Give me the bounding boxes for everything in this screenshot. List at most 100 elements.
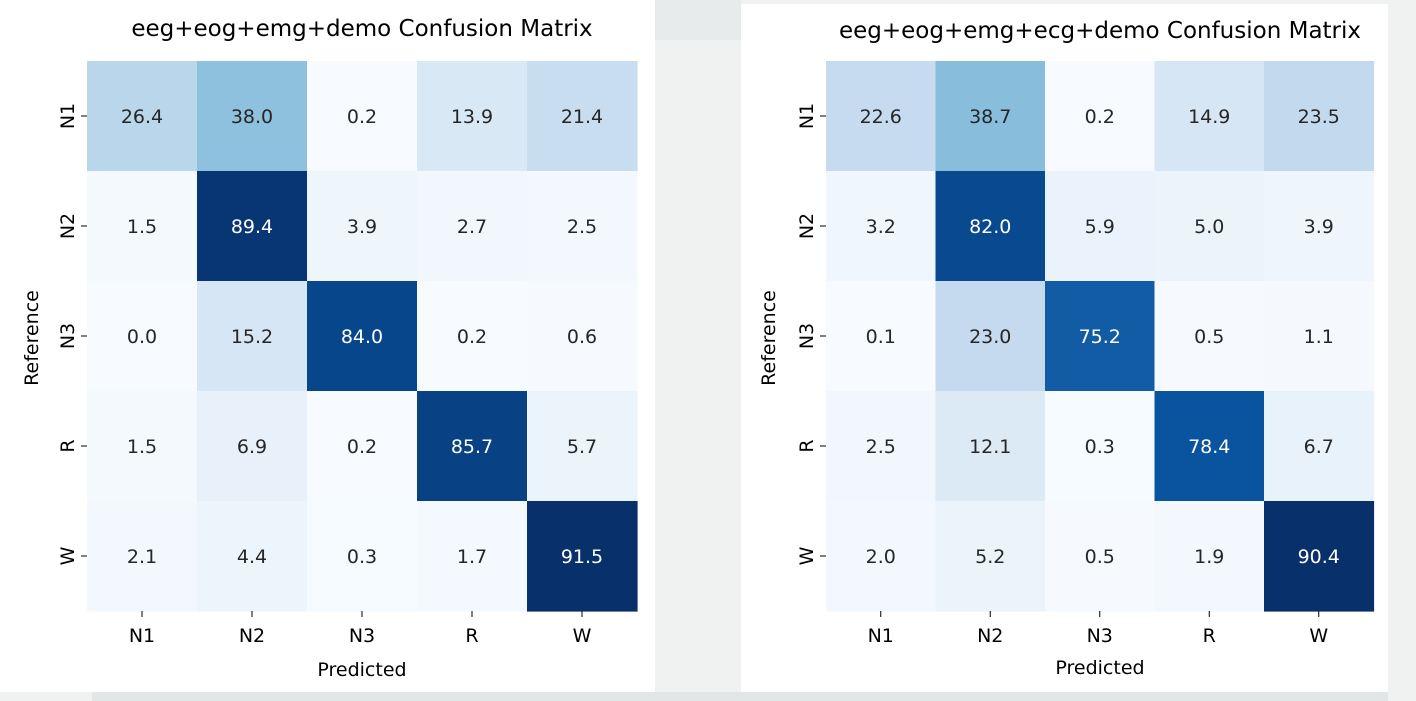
cell-value-label: 1.5 [127,216,157,238]
x-tick-label: N3 [1087,625,1113,647]
heatmap-cell [1154,501,1265,612]
chart-title: eeg+eog+emg+ecg+demo Confusion Matrix [839,18,1361,44]
x-tick-label: N3 [349,625,375,647]
heatmap-cell [1045,391,1156,502]
cell-value-label: 23.5 [1298,106,1340,128]
heatmap-cell [1264,171,1375,282]
x-axis-label: Predicted [317,659,406,681]
cell-value-label: 38.0 [231,106,273,128]
cell-value-label: 0.2 [347,106,377,128]
heatmap-cell [87,61,198,172]
heatmap-cell [417,281,528,392]
y-tick-label: N2 [796,213,818,239]
heatmap-cell [527,501,638,612]
cell-value-label: 84.0 [341,326,383,348]
heatmap-cell [197,171,308,282]
cell-value-label: 0.3 [347,546,377,568]
cell-value-label: 38.7 [969,106,1011,128]
y-tick-label: N2 [57,213,79,239]
cell-value-label: 4.4 [237,546,267,568]
heatmap-cell [197,391,308,502]
cell-value-label: 0.5 [1085,546,1115,568]
x-tick-label: N1 [129,625,155,647]
cell-value-label: 89.4 [231,216,273,238]
cell-value-label: 5.0 [1194,216,1224,238]
cell-value-label: 14.9 [1188,106,1230,128]
heatmap-cell [1154,391,1265,502]
heatmap-cell [197,281,308,392]
heatmap-cell [527,61,638,172]
heatmap-cells: 22.6 38.7 0.2 14.9 23.5 3.2 82.0 5.9 5.0 3.9 0.1 23… [826,61,1375,612]
y-tick-label: N1 [796,103,818,129]
cell-value-label: 23.0 [969,326,1011,348]
x-axis-label: Predicted [1055,657,1144,679]
cell-value-label: 26.4 [121,106,163,128]
background-strip-bottom [92,692,1388,701]
cell-value-label: 85.7 [451,436,493,458]
cell-value-label: 15.2 [231,326,273,348]
cell-value-label: 0.3 [1085,436,1115,458]
cell-value-label: 5.7 [567,436,597,458]
heatmap-cell [527,281,638,392]
y-tick-label: R [57,439,79,452]
cell-value-label: 5.9 [1085,216,1115,238]
heatmap-cell [935,501,1046,612]
y-axis-label: Reference [758,290,780,386]
y-axis-label: Reference [21,290,43,386]
heatmap-cell [826,281,937,392]
axis-ticks: N1 N2 N3 R W N1 N2 N3 R W [57,103,592,647]
cell-value-label: 2.7 [457,216,487,238]
cell-value-label: 1.5 [127,436,157,458]
x-tick-label: N1 [868,625,894,647]
cell-value-label: 1.1 [1304,326,1334,348]
cell-value-label: 13.9 [451,106,493,128]
cell-value-label: 0.1 [866,326,896,348]
y-tick-label: N3 [796,323,818,349]
heatmap-cell [1045,171,1156,282]
heatmap-cell [1264,61,1375,172]
cell-value-label: 78.4 [1188,436,1230,458]
heatmap-cell [1154,171,1265,282]
cell-value-label: 2.5 [567,216,597,238]
heatmap-cell [307,501,418,612]
heatmap-cell [307,61,418,172]
heatmap-cell [307,391,418,502]
heatmap-cell [87,501,198,612]
heatmap-cell [826,501,937,612]
cell-value-label: 3.9 [347,216,377,238]
cell-value-label: 75.2 [1079,326,1121,348]
cell-value-label: 1.7 [457,546,487,568]
cell-value-label: 6.7 [1304,436,1334,458]
x-tick-label: W [1309,625,1328,647]
heatmap-cell [826,171,937,282]
cell-value-label: 1.9 [1194,546,1224,568]
heatmap-cell [417,61,528,172]
cell-value-label: 12.1 [969,436,1011,458]
x-tick-label: R [1203,625,1216,647]
heatmap-cell [1154,61,1265,172]
cell-value-label: 5.2 [975,546,1005,568]
heatmap-cell [935,281,1046,392]
heatmap-cell [826,391,937,502]
heatmap-cell [417,501,528,612]
heatmap-cell [417,171,528,282]
heatmap-cell [527,171,638,282]
cell-value-label: 91.5 [561,546,603,568]
cell-value-label: 6.9 [237,436,267,458]
cell-value-label: 3.2 [866,216,896,238]
x-tick-label: W [573,625,592,647]
cell-value-label: 3.9 [1304,216,1334,238]
cell-value-label: 82.0 [969,216,1011,238]
cell-value-label: 0.6 [567,326,597,348]
heatmap-cell [935,391,1046,502]
heatmap-cell [87,391,198,502]
cell-value-label: 2.5 [866,436,896,458]
heatmap-cell [197,61,308,172]
heatmap-cells: 26.4 38.0 0.2 13.9 21.4 1.5 89.4 3.9 2.7 2.5 0.0 15… [87,61,638,612]
heatmap-cell [1264,501,1375,612]
y-tick-label: N1 [57,103,79,129]
y-tick-label: W [796,546,818,565]
x-tick-label: N2 [239,625,265,647]
heatmap-cell [87,171,198,282]
